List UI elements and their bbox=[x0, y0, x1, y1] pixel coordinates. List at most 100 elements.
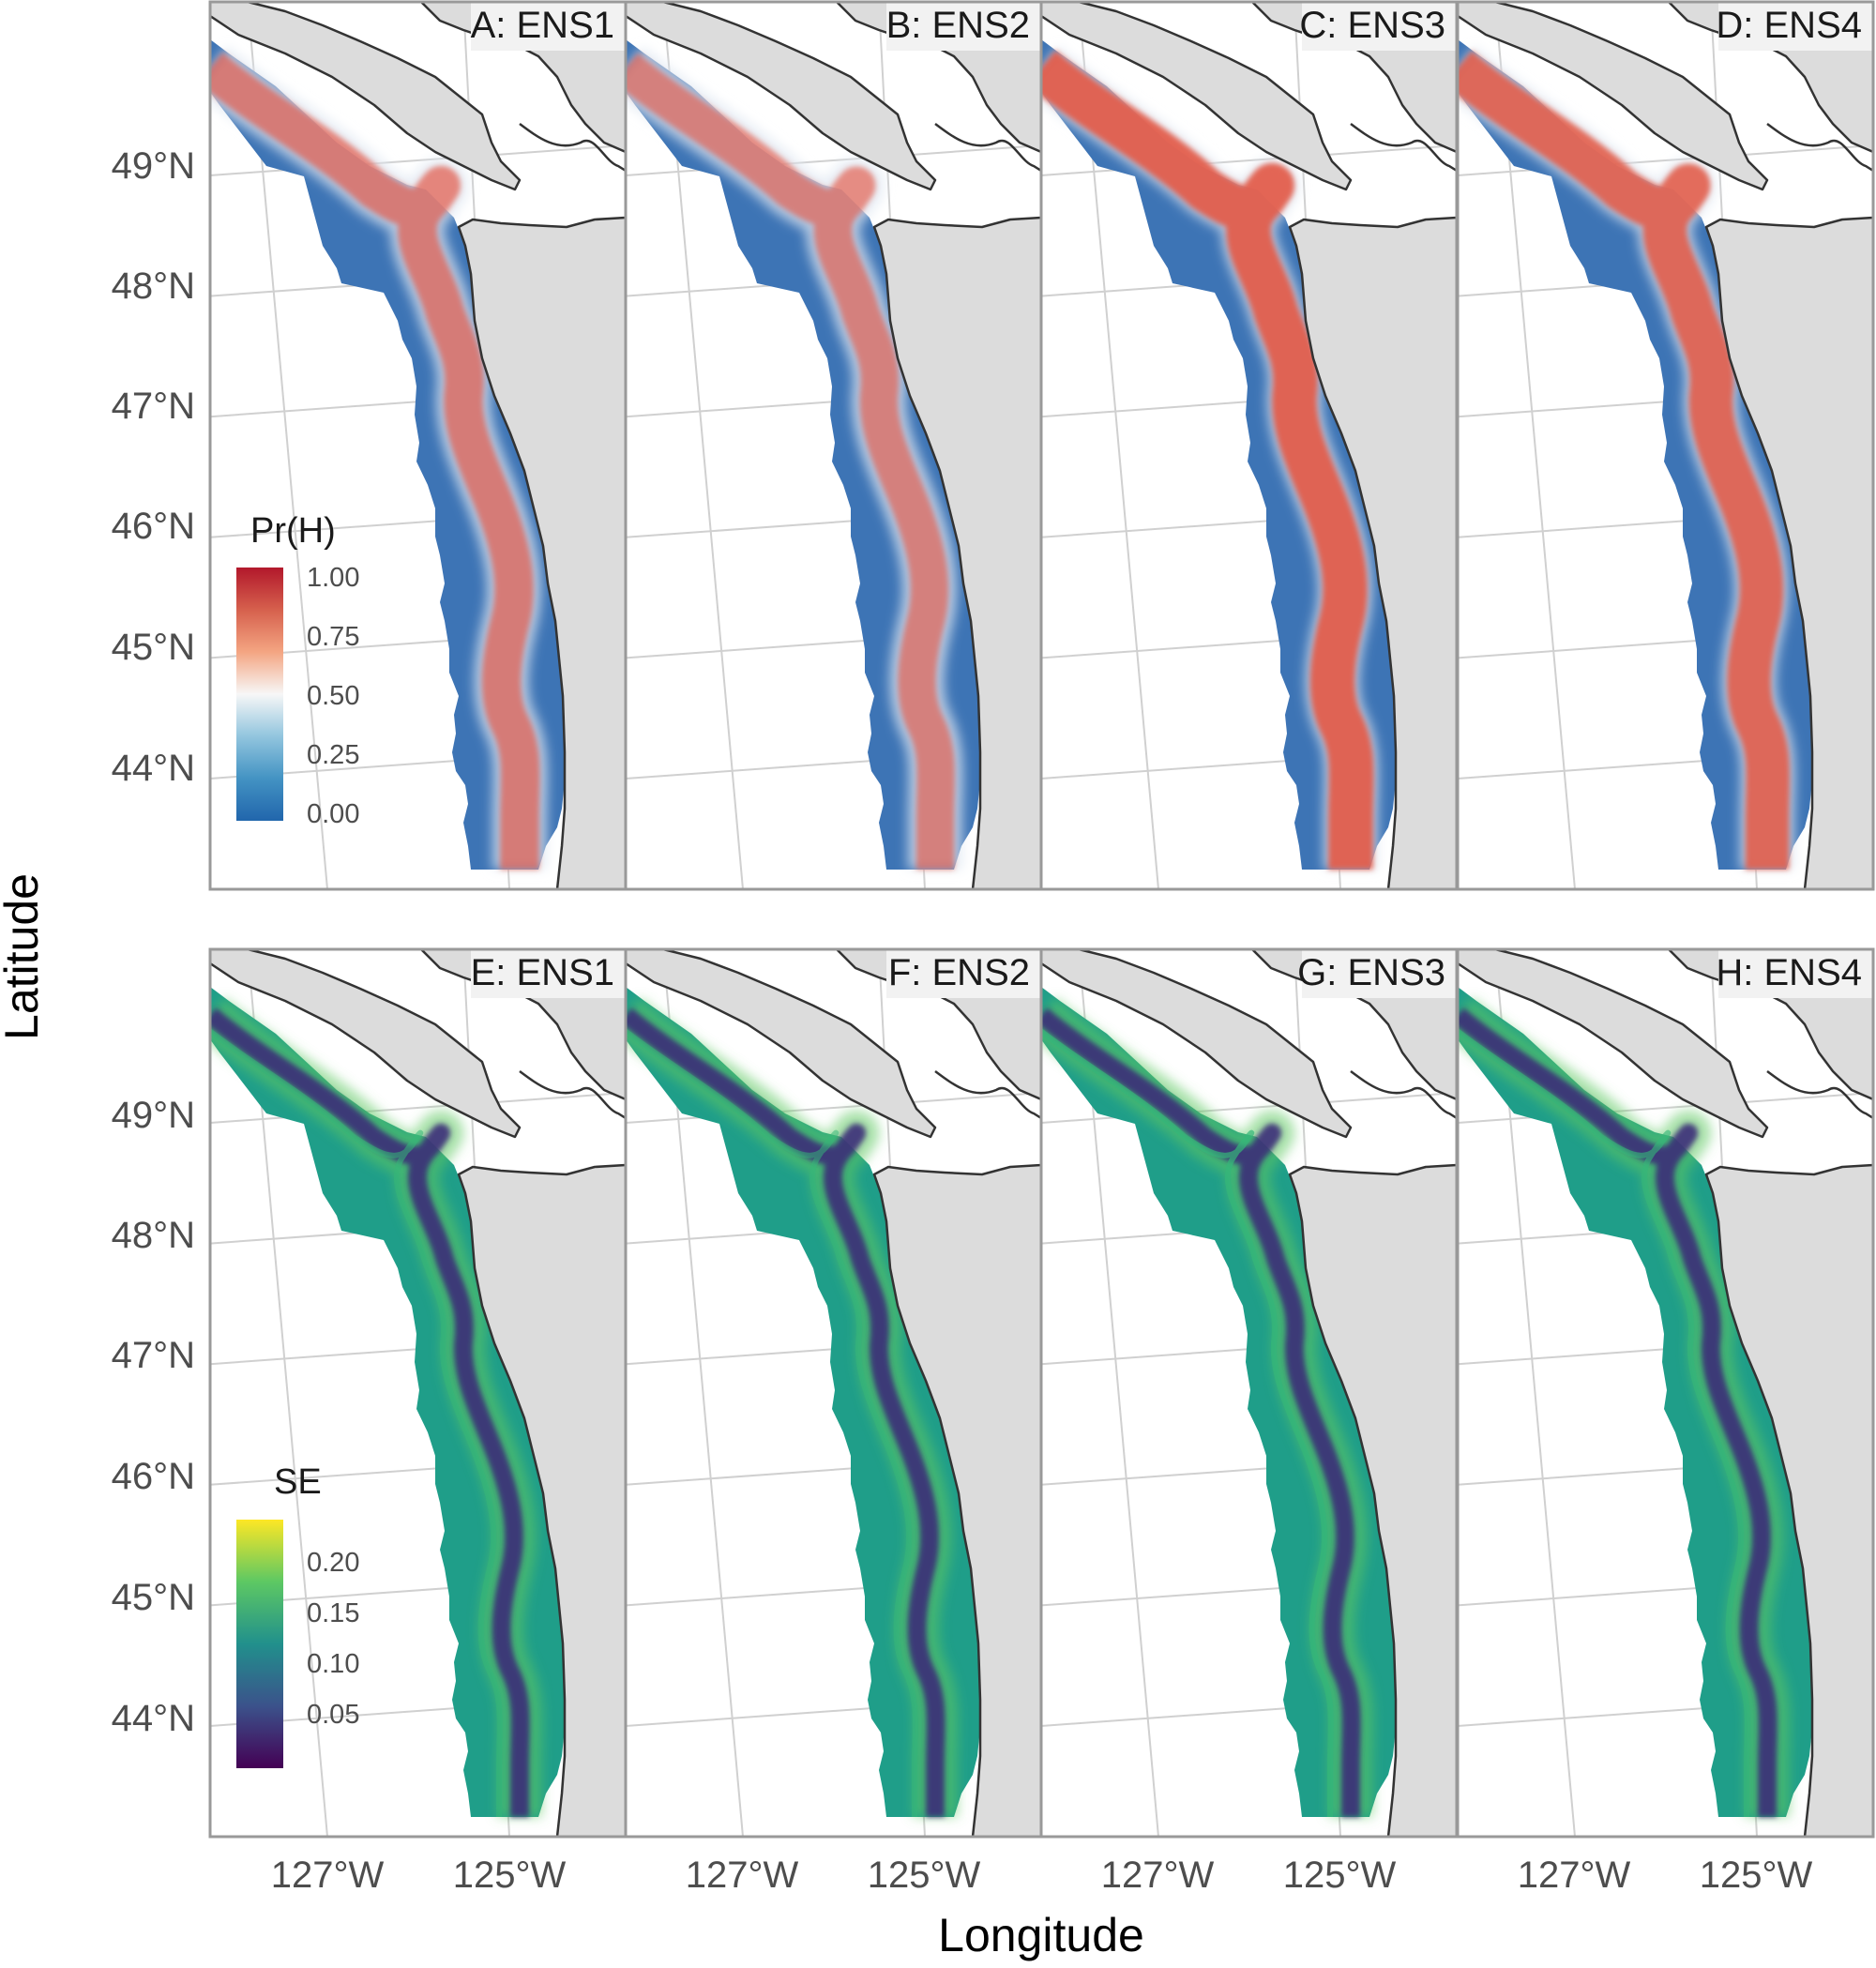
panel-border bbox=[1456, 947, 1875, 1839]
legend-prh: Pr(H) 1.00 0.75 0.50 0.25 0.00 bbox=[236, 511, 359, 829]
lat-tick: 47°N bbox=[112, 1335, 195, 1376]
field-ridge bbox=[626, 1027, 918, 1817]
field-band bbox=[626, 53, 956, 870]
legend-tick: 0.20 bbox=[307, 1548, 359, 1578]
panels-layer: A: ENS1 B: ENS2 C: ENS3 D: ENS4 E: ENS1 F: EN… bbox=[208, 0, 1875, 1839]
map-content bbox=[1041, 2, 1457, 889]
puget-sound-coast bbox=[519, 122, 626, 173]
graticule-latitude bbox=[626, 144, 1041, 176]
legend-se: SE 0.20 0.15 0.10 0.05 bbox=[236, 1462, 359, 1768]
lat-tick: 46°N bbox=[112, 1456, 195, 1497]
legend-tick: 0.15 bbox=[307, 1598, 359, 1628]
field-ridge bbox=[1458, 1027, 1750, 1817]
puget-sound-coast bbox=[934, 1069, 1041, 1120]
legend-colorbar bbox=[236, 568, 283, 821]
panel-label-text: G: ENS3 bbox=[1297, 952, 1445, 993]
legend-tick: 0.05 bbox=[307, 1700, 359, 1730]
predicted-field bbox=[1041, 987, 1398, 1817]
land-mainland bbox=[1667, 2, 1873, 889]
legend-title: SE bbox=[274, 1462, 322, 1502]
strip-background bbox=[886, 2, 1041, 51]
strip-background bbox=[1718, 949, 1873, 998]
land-mainland bbox=[835, 2, 1041, 889]
map-content bbox=[626, 2, 1041, 889]
puget-sound-coast bbox=[1766, 122, 1873, 173]
legend-tick: 0.25 bbox=[307, 740, 359, 770]
graticule-latitude bbox=[1458, 144, 1873, 176]
map-content bbox=[626, 949, 1041, 1837]
lon-tick: 125°W bbox=[1700, 1854, 1813, 1896]
lat-tick: 44°N bbox=[112, 748, 195, 789]
field-base bbox=[210, 987, 567, 1817]
field-band bbox=[1458, 1007, 1778, 1817]
land-mainland bbox=[419, 949, 626, 1837]
map-panel-g: G: ENS3 bbox=[1039, 947, 1459, 1839]
longitude-axis: 127°W 125°W 127°W 125°W 127°W 125°W 127°… bbox=[271, 1854, 1813, 1896]
strip-background bbox=[886, 949, 1041, 998]
field-band bbox=[210, 53, 540, 870]
lat-tick: 48°N bbox=[112, 1215, 195, 1256]
panel-label: B: ENS2 bbox=[886, 2, 1041, 51]
legend-tick: 0.50 bbox=[307, 681, 359, 711]
puget-sound-coast bbox=[934, 122, 1041, 173]
panel-border bbox=[1456, 0, 1875, 891]
predicted-field bbox=[1458, 987, 1814, 1817]
legend-tick: 0.10 bbox=[307, 1649, 359, 1679]
land-vancouver-island bbox=[210, 2, 522, 191]
lon-tick: 125°W bbox=[868, 1854, 981, 1896]
legend-tick: 0.00 bbox=[307, 799, 359, 829]
predicted-field bbox=[626, 987, 982, 1817]
field-band bbox=[1458, 51, 1791, 870]
graticule-latitude bbox=[1458, 1092, 1873, 1124]
lat-tick: 44°N bbox=[112, 1698, 195, 1739]
field-base bbox=[626, 987, 982, 1817]
panel-label: C: ENS3 bbox=[1299, 2, 1457, 51]
lat-tick: 45°N bbox=[112, 627, 195, 668]
predicted-field bbox=[1458, 39, 1814, 870]
field-base bbox=[1458, 987, 1814, 1817]
predicted-field bbox=[1041, 39, 1398, 870]
x-axis-title: Longitude bbox=[938, 1909, 1144, 1961]
field-ridge bbox=[1041, 1027, 1334, 1817]
land-vancouver-island bbox=[1458, 949, 1769, 1139]
land-mainland bbox=[1250, 949, 1457, 1837]
legend-tick: 1.00 bbox=[307, 563, 359, 593]
lat-tick: 49°N bbox=[112, 145, 195, 187]
graticule-latitude bbox=[1041, 144, 1457, 176]
panel-label-text: D: ENS4 bbox=[1716, 5, 1862, 46]
strip-background bbox=[471, 949, 626, 998]
field-ridge bbox=[210, 1027, 503, 1817]
map-panel-b: B: ENS2 bbox=[624, 0, 1043, 891]
strip-background bbox=[1718, 2, 1873, 51]
strip-background bbox=[1302, 949, 1457, 998]
y-axis-title: Latitude bbox=[0, 873, 48, 1040]
predicted-field bbox=[626, 39, 982, 870]
panel-label: H: ENS4 bbox=[1716, 949, 1873, 998]
legend-title: Pr(H) bbox=[250, 511, 336, 551]
lat-tick: 49°N bbox=[112, 1095, 195, 1136]
land-vancouver-island bbox=[626, 2, 937, 191]
panel-label: G: ENS3 bbox=[1297, 949, 1457, 998]
lon-tick: 125°W bbox=[1283, 1854, 1397, 1896]
lon-tick: 127°W bbox=[1518, 1854, 1631, 1896]
graticule-latitude bbox=[1041, 1092, 1457, 1124]
field-band bbox=[1041, 50, 1374, 870]
panel-label-text: C: ENS3 bbox=[1299, 5, 1445, 46]
land-vancouver-island bbox=[626, 949, 937, 1139]
panel-label: D: ENS4 bbox=[1716, 2, 1873, 51]
land-vancouver-island bbox=[1041, 2, 1353, 191]
panel-label-text: A: ENS1 bbox=[471, 5, 614, 46]
land-vancouver-island bbox=[210, 949, 522, 1139]
predicted-field bbox=[210, 39, 567, 870]
map-panel-h: H: ENS4 bbox=[1456, 947, 1875, 1839]
graticule-latitude bbox=[210, 1092, 626, 1124]
panel-label: E: ENS1 bbox=[471, 949, 626, 998]
field-band bbox=[210, 1007, 530, 1817]
map-content bbox=[1041, 949, 1457, 1837]
puget-sound-coast bbox=[1766, 1069, 1873, 1120]
map-content bbox=[1458, 949, 1873, 1837]
latitude-axis-bottom: 49°N 48°N 47°N 46°N 45°N 44°N bbox=[112, 1095, 195, 1739]
panel-label: A: ENS1 bbox=[471, 2, 626, 51]
field-band bbox=[1041, 1007, 1361, 1817]
